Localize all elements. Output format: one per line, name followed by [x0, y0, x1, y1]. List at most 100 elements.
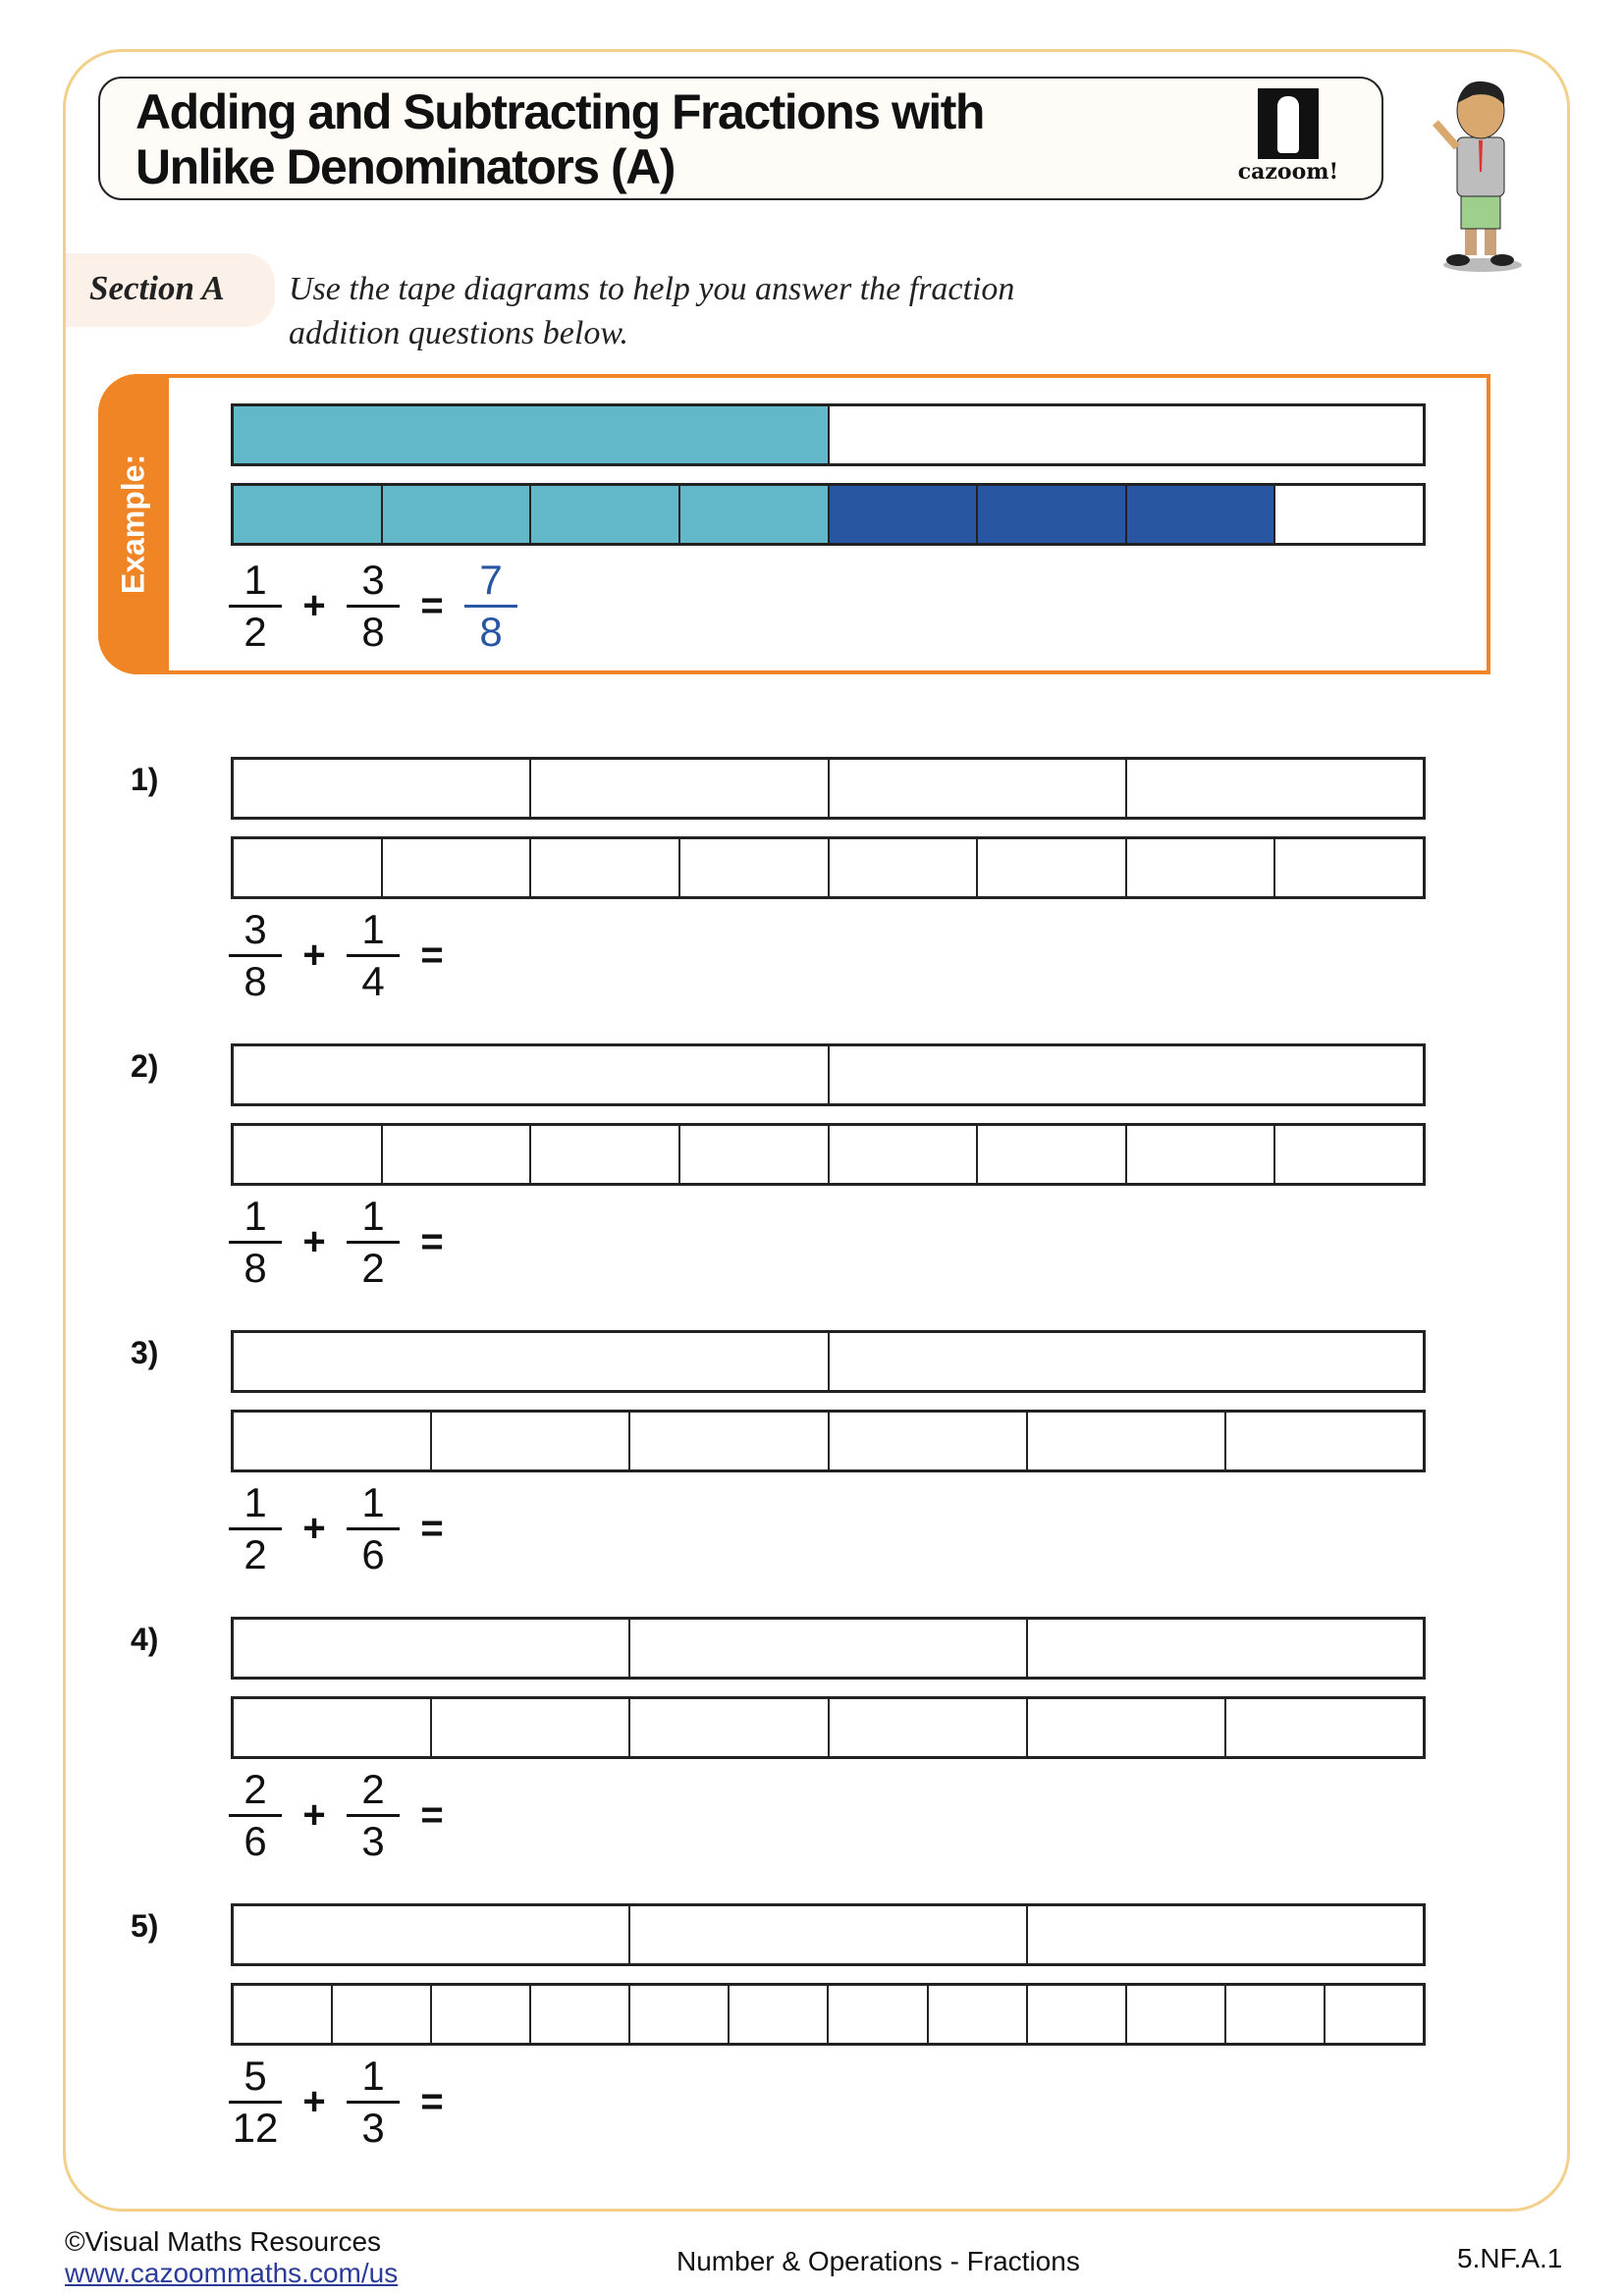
- fraction-bar: [464, 605, 517, 608]
- tape-segment: [1127, 839, 1276, 896]
- question-equation: 1 2 + 1 6 =: [228, 1480, 463, 1577]
- tape-segment: [1226, 1699, 1423, 1756]
- numerator: 3: [361, 557, 385, 603]
- footer-standard-code: 5.NF.A.1: [1457, 2243, 1563, 2273]
- tape-segment: [1226, 1986, 1326, 2043]
- tape-segment: [234, 760, 532, 817]
- equals-sign: =: [420, 584, 444, 627]
- tape-segment: [1028, 1413, 1226, 1469]
- tape-segment: [234, 839, 383, 896]
- tape-segment: [1275, 1126, 1423, 1183]
- question-tape-top: [231, 1330, 1426, 1393]
- numerator: 1: [244, 1479, 267, 1525]
- cartoon-boy-illustration: [1432, 80, 1522, 272]
- question-number: 5): [131, 1908, 159, 1944]
- tape-segment: [630, 1620, 1028, 1677]
- tape-segment: [234, 1046, 830, 1103]
- tape-segment: [679, 486, 830, 543]
- tape-segment: [830, 406, 1424, 463]
- tape-segment: [234, 1906, 631, 1963]
- numerator: 2: [244, 1766, 267, 1812]
- tape-segment: [1028, 1906, 1423, 1963]
- plus-sign: +: [302, 934, 326, 977]
- fraction: 3 8: [228, 907, 283, 1004]
- tape-segment: [234, 486, 383, 543]
- plus-sign: +: [302, 1220, 326, 1263]
- tape-segment: [929, 1986, 1028, 2043]
- tape-segment: [531, 1126, 680, 1183]
- fraction: 3 8: [346, 558, 401, 655]
- fraction: 1 2: [228, 1480, 283, 1577]
- tape-segment: [1127, 1986, 1226, 2043]
- section-label-pill: Section A: [66, 253, 275, 327]
- tape-segment: [630, 1906, 1028, 1963]
- plus-sign: +: [302, 2080, 326, 2123]
- denominator: 12: [232, 2105, 279, 2151]
- denominator: 2: [361, 1245, 385, 1291]
- fraction-bar: [347, 1241, 400, 1244]
- fraction: 7 8: [463, 558, 518, 655]
- fraction: 2 3: [346, 1767, 401, 1864]
- tape-segment: [1226, 1413, 1423, 1469]
- instruction-line-2: addition questions below.: [289, 315, 628, 351]
- tape-segment: [1127, 760, 1423, 817]
- fraction: 1 6: [346, 1480, 401, 1577]
- equals-sign: =: [420, 1507, 444, 1550]
- tape-segment: [830, 1046, 1424, 1103]
- tape-segment: [531, 760, 830, 817]
- example-label: Example:: [115, 454, 151, 595]
- question-equation: 2 6 + 2 3 =: [228, 1767, 463, 1864]
- tape-segment: [680, 1126, 830, 1183]
- fraction-bar: [347, 1527, 400, 1530]
- numerator: 1: [361, 1479, 385, 1525]
- tape-segment: [730, 1986, 830, 2043]
- numerator: 5: [244, 2053, 267, 2099]
- tape-segment: [680, 839, 830, 896]
- footer-link-wrap: www.cazoommaths.com/us: [65, 2258, 398, 2289]
- tape-segment: [432, 1699, 631, 1756]
- denominator: 2: [244, 1531, 267, 1577]
- denominator: 8: [479, 609, 503, 655]
- tape-segment: [830, 760, 1127, 817]
- question-tape-bottom: [231, 1696, 1426, 1759]
- numerator: 7: [479, 557, 503, 603]
- tape-segment: [234, 1620, 631, 1677]
- question-number: 2): [131, 1048, 159, 1084]
- question-equation: 3 8 + 1 4 =: [228, 907, 463, 1004]
- tape-segment: [1028, 1699, 1226, 1756]
- footer-url-link[interactable]: www.cazoommaths.com/us: [65, 2258, 399, 2288]
- denominator: 3: [361, 2105, 385, 2151]
- tape-segment: [630, 1986, 731, 2043]
- tape-segment: [531, 839, 680, 896]
- footer-copyright: ©Visual Maths Resources: [65, 2226, 382, 2257]
- tape-segment: [432, 1986, 532, 2043]
- question-tape-top: [231, 1903, 1426, 1966]
- tape-segment: [1127, 1126, 1276, 1183]
- fraction: 1 3: [346, 2054, 401, 2151]
- tape-segment: [1028, 1620, 1423, 1677]
- question-tape-bottom: [231, 836, 1426, 899]
- tape-segment: [630, 1699, 830, 1756]
- numerator: 2: [361, 1766, 385, 1812]
- denominator: 6: [361, 1531, 385, 1577]
- title-line-1: Adding and Subtracting Fractions with: [135, 84, 985, 139]
- numerator: 3: [244, 906, 267, 952]
- denominator: 6: [244, 1818, 267, 1864]
- tape-segment: [234, 1699, 433, 1756]
- instruction-line-1: Use the tape diagrams to help you answer…: [289, 271, 1015, 307]
- fraction: 1 2: [228, 558, 283, 655]
- title-line-2: Unlike Denominators (A): [135, 139, 676, 194]
- denominator: 2: [244, 609, 267, 655]
- tape-segment: [978, 839, 1127, 896]
- example-tape-top: [231, 403, 1426, 466]
- tape-segment: [630, 1413, 830, 1469]
- fraction: 1 4: [346, 907, 401, 1004]
- tape-segment: [234, 1986, 334, 2043]
- tape-segment: [234, 1413, 433, 1469]
- equals-sign: =: [420, 934, 444, 977]
- fraction-bar: [347, 1814, 400, 1817]
- question-tape-bottom: [231, 1983, 1426, 2046]
- page-frame: [63, 49, 1570, 2212]
- tape-segment: [234, 1126, 383, 1183]
- fraction-bar: [347, 605, 400, 608]
